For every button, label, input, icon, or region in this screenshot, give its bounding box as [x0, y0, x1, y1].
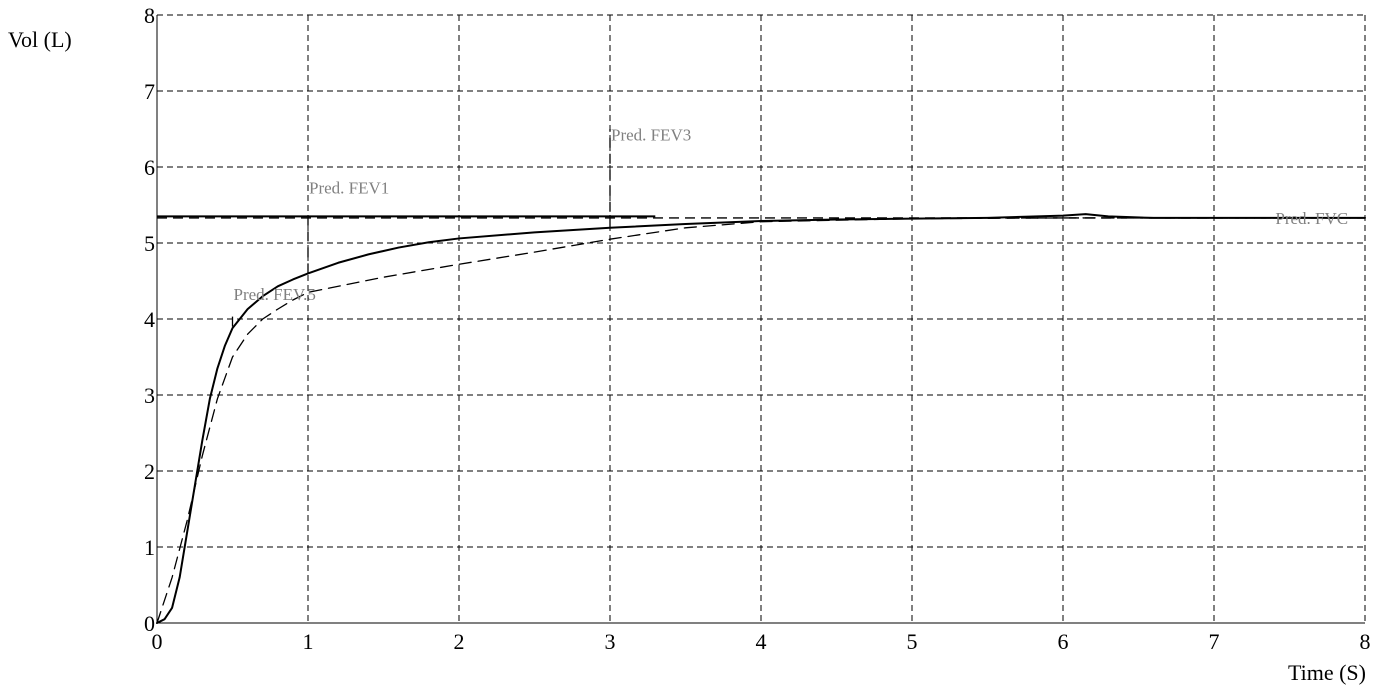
annotation-label: Pred. FEV1: [309, 179, 389, 198]
predicted-curve-line: [156, 217, 1366, 624]
y-axis-label: Vol (L): [8, 27, 72, 52]
x-tick-label: 3: [605, 629, 616, 654]
x-tick-label: 2: [454, 629, 465, 654]
grid: [156, 14, 1366, 624]
annotation-label: Pred. FEV.5: [234, 285, 316, 304]
x-tick-label: 8: [1360, 629, 1371, 654]
x-tick-label: 6: [1058, 629, 1069, 654]
y-tick-label: 5: [144, 231, 155, 256]
annotation-label: Pred. FVC: [1275, 209, 1348, 228]
series-layer: [156, 213, 1366, 624]
x-axis-label: Time (S): [1288, 660, 1366, 685]
measured-curve-line: [156, 213, 1366, 624]
x-tick-label: 4: [756, 629, 767, 654]
y-tick-label: 4: [144, 307, 155, 332]
y-tick-label: 3: [144, 383, 155, 408]
annotation-label: Pred. FEV3: [611, 125, 691, 144]
y-tick-label: 8: [144, 3, 155, 28]
y-tick-label: 7: [144, 79, 155, 104]
y-tick-label: 2: [144, 459, 155, 484]
annotations: Pred. FEV1 Pred. FEV3 Pred. FEV.5 Pred. FVC: [234, 125, 1349, 304]
x-tick-label: 0: [152, 629, 163, 654]
x-tick-label: 5: [907, 629, 918, 654]
y-tick-label: 6: [144, 155, 155, 180]
tick-labels: 0 1 2 3 4 5 6 7 8 0 1 2 3 4 5 6 7 8: [144, 3, 1371, 654]
x-tick-label: 7: [1209, 629, 1220, 654]
y-tick-label: 1: [144, 535, 155, 560]
y-tick-label: 0: [144, 611, 155, 636]
x-tick-label: 1: [303, 629, 314, 654]
reference-lines: [157, 129, 1365, 327]
